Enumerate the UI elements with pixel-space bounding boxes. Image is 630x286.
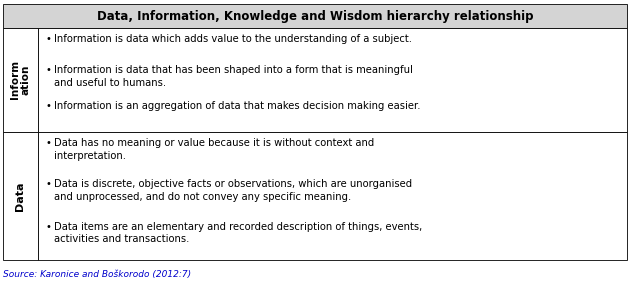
Text: •: • [45,138,51,148]
Text: Data items are an elementary and recorded description of things, events,
activit: Data items are an elementary and recorde… [54,222,422,244]
Text: Data: Data [16,181,25,211]
Text: Information is data that has been shaped into a form that is meaningful
and usef: Information is data that has been shaped… [54,65,413,88]
Bar [38,132,627,260]
Text: •: • [45,101,51,111]
Text: •: • [45,222,51,232]
Text: •: • [45,34,51,44]
Text: Information is an aggregation of data that makes decision making easier.: Information is an aggregation of data th… [54,101,420,111]
Text: Data has no meaning or value because it is without context and
interpretation.: Data has no meaning or value because it … [54,138,374,160]
Text: •: • [45,65,51,76]
Text: Data is discrete, objective facts or observations, which are unorganised
and unp: Data is discrete, objective facts or obs… [54,179,411,202]
Bar [3,132,38,260]
Text: Inform
ation: Inform ation [10,60,31,100]
Bar [3,28,38,132]
Bar [38,28,627,132]
Bar [3,4,627,28]
Text: Source: Karonice and Boškorodo (2012:7): Source: Karonice and Boškorodo (2012:7) [3,270,192,279]
Text: •: • [45,179,51,189]
Text: Information is data which adds value to the understanding of a subject.: Information is data which adds value to … [54,34,411,44]
Text: Data, Information, Knowledge and Wisdom hierarchy relationship: Data, Information, Knowledge and Wisdom … [97,10,533,23]
